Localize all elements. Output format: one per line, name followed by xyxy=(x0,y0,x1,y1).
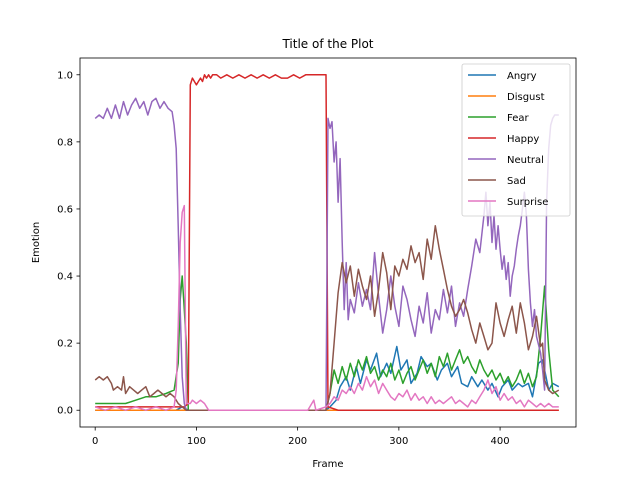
legend-label-surprise: Surprise xyxy=(507,197,548,208)
x-axis: 0 100 200 300 400 xyxy=(92,427,510,447)
legend-label-neutral: Neutral xyxy=(507,155,544,166)
legend-label-fear: Fear xyxy=(507,113,529,124)
y-tick-label: 0.6 xyxy=(57,204,73,215)
x-tick-label: 300 xyxy=(389,436,408,447)
y-tick-label: 0.8 xyxy=(57,137,73,148)
x-tick-label: 400 xyxy=(491,436,510,447)
series-layer xyxy=(94,74,560,411)
series-line-happy xyxy=(95,74,559,411)
legend-label-sad: Sad xyxy=(507,176,526,187)
y-axis: 0.0 0.2 0.4 0.6 0.8 1.0 xyxy=(57,70,80,417)
legend-label-angry: Angry xyxy=(507,71,537,82)
series-line-fear xyxy=(95,275,560,411)
y-tick-label: 0.0 xyxy=(57,406,73,417)
legend-label-happy: Happy xyxy=(507,134,539,145)
y-tick-label: 1.0 xyxy=(57,70,73,81)
x-tick-label: 0 xyxy=(92,436,98,447)
y-tick-label: 0.4 xyxy=(57,272,73,283)
x-tick-label: 200 xyxy=(288,436,307,447)
legend: Angry Disgust Fear Happy Neutral Sad Surprise xyxy=(461,63,571,217)
series-line-sad xyxy=(94,224,560,411)
legend-box xyxy=(461,63,571,217)
legend-label-disgust: Disgust xyxy=(507,92,545,103)
chart-title: Title of the Plot xyxy=(281,37,373,51)
series-line-surprise xyxy=(94,204,559,411)
plot-frame xyxy=(79,57,577,428)
y-tick-label: 0.2 xyxy=(57,339,73,350)
x-axis-label: Frame xyxy=(312,459,343,470)
series-line-neutral xyxy=(94,97,559,411)
x-tick-label: 100 xyxy=(187,436,206,447)
y-axis-label: Emotion xyxy=(31,222,42,263)
